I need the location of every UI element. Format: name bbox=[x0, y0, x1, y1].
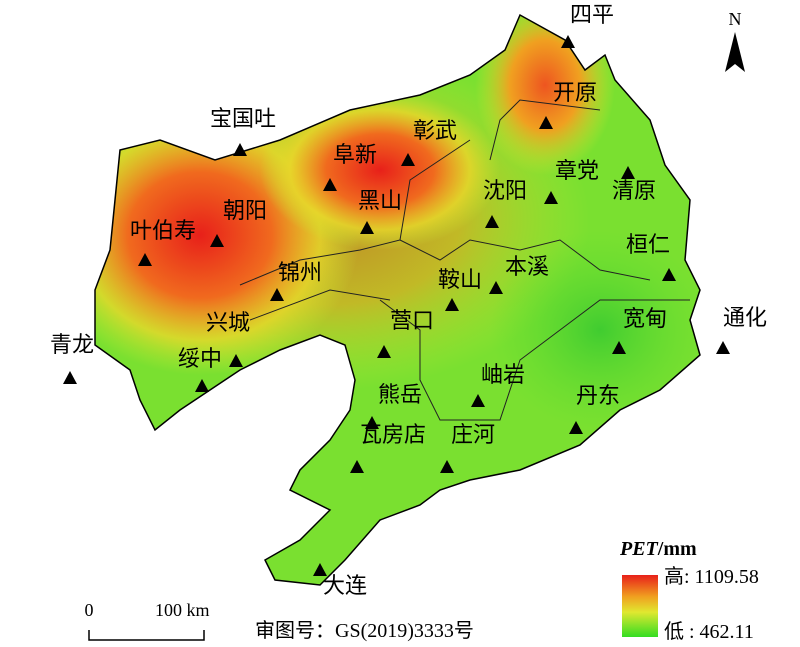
station-label: 宽甸 bbox=[623, 306, 667, 331]
north-arrow bbox=[725, 32, 745, 72]
station-marker bbox=[365, 416, 379, 429]
station-marker bbox=[716, 341, 730, 354]
station-label: 清原 bbox=[612, 178, 656, 203]
legend-high: 高: 1109.58 bbox=[664, 565, 759, 588]
station-marker bbox=[544, 191, 558, 204]
station-marker bbox=[440, 460, 454, 473]
station-marker bbox=[485, 215, 499, 228]
station-marker bbox=[489, 281, 503, 294]
station-marker bbox=[233, 143, 247, 156]
approval-number: 审图号：GS(2019)3333号 bbox=[255, 619, 474, 642]
station-label: 彰武 bbox=[413, 118, 457, 143]
station-marker bbox=[401, 153, 415, 166]
city-boundaries bbox=[239, 99, 690, 421]
station-marker bbox=[561, 35, 575, 48]
station-marker bbox=[313, 563, 327, 576]
station-label: 黑山 bbox=[358, 188, 402, 213]
station-label: 营口 bbox=[390, 308, 434, 333]
station-marker bbox=[270, 288, 284, 301]
station-marker bbox=[539, 116, 553, 129]
station-label: 章党 bbox=[555, 158, 599, 183]
legend-unit: /mm bbox=[657, 538, 697, 560]
station-marker bbox=[621, 166, 635, 179]
station-marker bbox=[63, 371, 77, 384]
station-label: 大连 bbox=[323, 573, 367, 598]
station-marker bbox=[471, 394, 485, 407]
station-label: 本溪 bbox=[505, 254, 549, 279]
legend-title: PET/mm bbox=[619, 538, 697, 560]
station-marker bbox=[612, 341, 626, 354]
station-label: 锦州 bbox=[278, 260, 322, 285]
station-marker bbox=[377, 345, 391, 358]
station-marker bbox=[350, 460, 364, 473]
scale-zero: 0 bbox=[85, 600, 94, 620]
station-label: 庄河 bbox=[451, 422, 495, 447]
legend-bar bbox=[622, 575, 658, 637]
station-marker bbox=[210, 234, 224, 247]
station-label: 熊岳 bbox=[378, 382, 422, 407]
station-label: 鞍山 bbox=[438, 267, 482, 292]
north-label: N bbox=[729, 9, 742, 29]
station-marker bbox=[229, 354, 243, 367]
station-marker bbox=[138, 253, 152, 266]
station-label: 通化 bbox=[723, 305, 767, 330]
station-label: 朝阳 bbox=[223, 198, 267, 223]
station-label: 开原 bbox=[553, 80, 597, 105]
station-marker bbox=[360, 221, 374, 234]
station-label: 岫岩 bbox=[481, 362, 525, 387]
legend-var: PET bbox=[619, 538, 659, 560]
scale-bar bbox=[88, 630, 205, 641]
station-label: 桓仁 bbox=[626, 232, 670, 257]
station-label: 宝国吐 bbox=[210, 106, 276, 131]
station-label: 丹东 bbox=[576, 383, 620, 408]
station-label: 叶伯寿 bbox=[130, 218, 196, 243]
station-marker bbox=[195, 379, 209, 392]
station-marker bbox=[445, 298, 459, 311]
station-label: 青龙 bbox=[50, 332, 94, 357]
station-marker bbox=[323, 178, 337, 191]
station-label: 沈阳 bbox=[483, 178, 527, 203]
station-marker bbox=[662, 268, 676, 281]
station-label: 绥中 bbox=[178, 346, 222, 371]
station-label: 四平 bbox=[570, 2, 614, 27]
station-marker bbox=[569, 421, 583, 434]
station-label: 兴城 bbox=[206, 310, 250, 335]
scale-distance: 100 km bbox=[155, 600, 210, 620]
station-label: 阜新 bbox=[333, 142, 377, 167]
legend-low: 低 : 462.11 bbox=[664, 620, 754, 643]
station-label: 瓦房店 bbox=[360, 422, 426, 447]
